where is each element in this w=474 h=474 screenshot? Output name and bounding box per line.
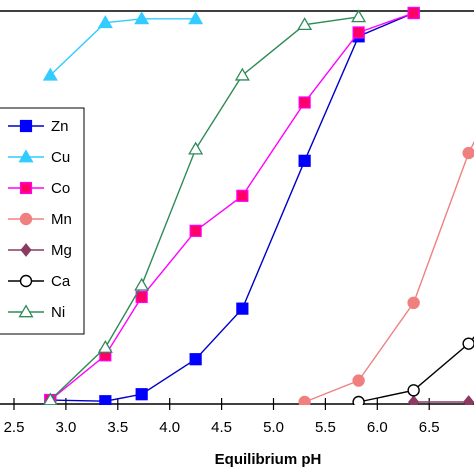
data-point-cu	[18, 149, 34, 163]
series-mg	[408, 395, 474, 405]
data-point-zn	[236, 302, 249, 315]
x-axis-title: Equilibrium pH	[215, 451, 322, 468]
data-point-ni	[188, 141, 204, 155]
x-tick-label: 3.0	[55, 419, 76, 436]
series-line-co	[49, 12, 414, 401]
data-point-mn	[462, 146, 474, 160]
data-point-ni	[351, 9, 367, 23]
series-line-ni	[49, 16, 359, 401]
legend-item-ca: Ca	[8, 273, 71, 290]
data-point-co	[407, 6, 420, 20]
legend-box	[0, 107, 85, 335]
data-point-zn	[99, 395, 112, 405]
data-point-ni	[97, 339, 113, 353]
legend-label: Ca	[51, 273, 71, 290]
data-point-mg	[20, 243, 32, 257]
data-point-zn	[19, 119, 33, 133]
series-co	[44, 6, 420, 405]
series-ca	[352, 336, 474, 405]
series-line-ca	[358, 336, 474, 403]
legend-label: Mn	[51, 211, 72, 228]
legend-item-co: Co	[8, 180, 70, 197]
data-point-cu	[42, 67, 58, 81]
data-point-ni	[43, 392, 58, 405]
series-zn	[44, 6, 420, 405]
data-point-mn	[298, 395, 311, 405]
data-point-mg	[463, 395, 474, 405]
legend-label: Mg	[51, 242, 72, 259]
data-point-zn	[135, 388, 148, 401]
x-axis-ticks: 2.53.03.54.04.55.05.56.06.57	[4, 398, 440, 436]
x-tick-label: 6.0	[367, 419, 388, 436]
data-point-ni	[234, 67, 250, 81]
series-line-cu	[49, 18, 196, 76]
legend: Zn Cu Co Mn Mg Ca Ni	[0, 107, 85, 335]
data-point-co	[189, 224, 202, 237]
data-point-ca	[462, 337, 474, 350]
data-point-mn	[19, 212, 33, 226]
x-tick-label: 6.5	[419, 419, 440, 436]
x-tick-label: 5.0	[263, 419, 284, 436]
series-cu	[42, 11, 204, 81]
data-point-ni	[134, 277, 150, 291]
data-point-zn	[298, 154, 311, 167]
x-tick-label: 2.5	[4, 419, 25, 436]
data-point-co	[298, 96, 311, 109]
data-point-zn	[189, 353, 202, 366]
series-layer	[42, 6, 474, 405]
x-tick-label: 4.5	[211, 419, 232, 436]
legend-item-cu: Cu	[8, 149, 70, 166]
x-tick-label: 3.5	[107, 419, 128, 436]
legend-label: Cu	[51, 149, 70, 166]
data-point-cu	[188, 11, 204, 25]
legend-label: Ni	[51, 304, 65, 321]
data-point-co	[236, 189, 249, 202]
data-point-ca	[407, 384, 420, 397]
series-line-mn	[304, 140, 474, 403]
legend-label: Co	[51, 180, 70, 197]
data-point-ca	[352, 395, 365, 405]
legend-label: Zn	[51, 118, 69, 135]
legend-item-mg: Mg	[8, 242, 72, 259]
data-point-co	[352, 26, 365, 39]
data-point-mn	[352, 374, 365, 387]
x-tick-label: 5.5	[315, 419, 336, 436]
data-point-ca	[19, 274, 33, 288]
x-tick-label: 4.0	[159, 419, 180, 436]
data-point-co	[135, 290, 148, 304]
data-point-mg	[408, 395, 420, 405]
data-point-mn	[407, 296, 420, 310]
data-point-cu	[134, 11, 150, 25]
data-point-co	[19, 181, 33, 195]
series-mn	[298, 140, 474, 405]
data-point-cu	[97, 15, 113, 29]
legend-item-ni: Ni	[8, 304, 65, 321]
data-point-ni	[18, 304, 34, 318]
data-point-ni	[297, 17, 313, 31]
legend-item-zn: Zn	[8, 118, 69, 135]
legend-item-mn: Mn	[8, 211, 72, 228]
series-ni	[43, 9, 367, 405]
